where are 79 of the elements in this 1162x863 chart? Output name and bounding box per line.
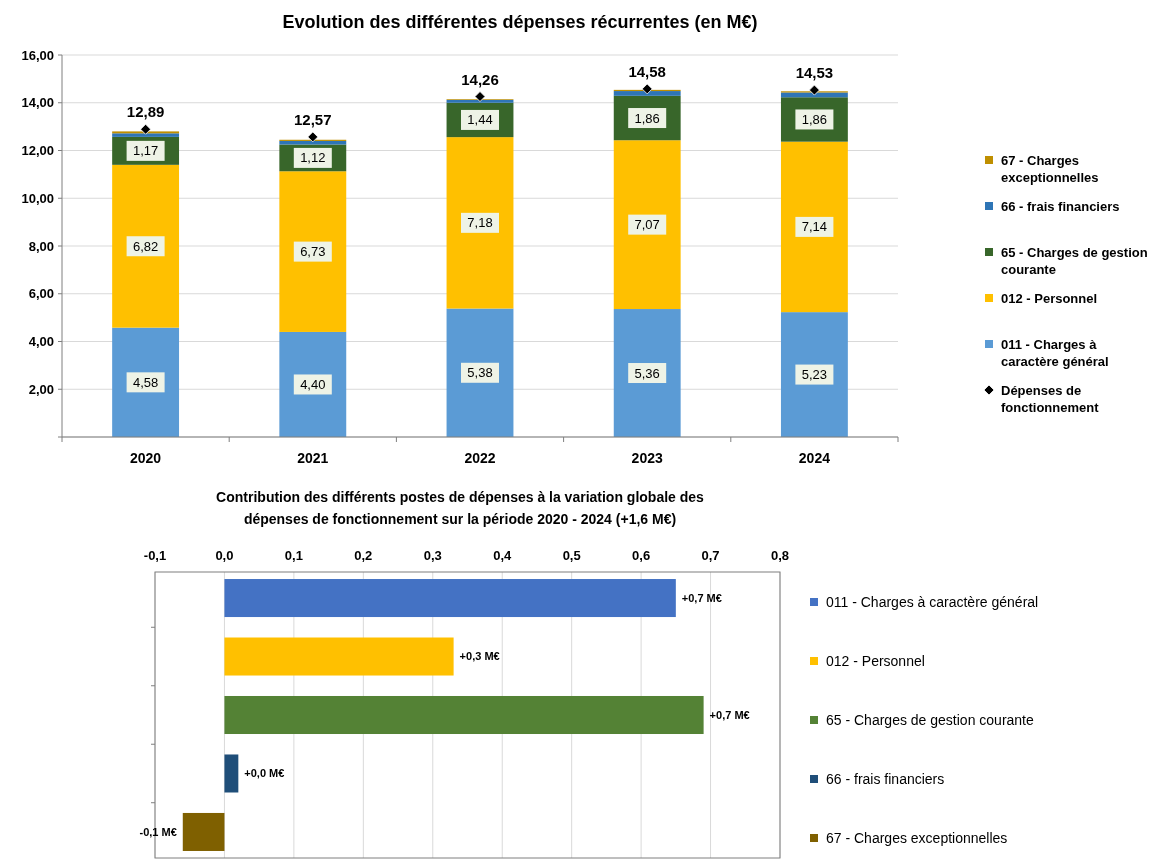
y-tick-label: 8,00 bbox=[28, 238, 54, 254]
point bbox=[307, 131, 319, 143]
x-tick-label: 2022 bbox=[464, 450, 496, 466]
data-label: 5,36 bbox=[634, 365, 660, 381]
y-tick-label: 14,00 bbox=[21, 95, 54, 111]
bar bbox=[780, 141, 848, 313]
data-label: +0,0 M€ bbox=[244, 767, 285, 780]
x-tick-label: 2021 bbox=[297, 450, 329, 466]
data-label: 4,40 bbox=[300, 377, 326, 393]
legend-label: 66 - frais financiers bbox=[1001, 198, 1120, 214]
x-tick-label: 0,5 bbox=[562, 548, 581, 563]
y-tick-label: 2,00 bbox=[28, 381, 54, 397]
legend-label: 012 - Personnel bbox=[1001, 290, 1098, 306]
data-label: 1,12 bbox=[300, 150, 326, 166]
bar bbox=[112, 327, 180, 437]
data-label: 5,23 bbox=[801, 367, 828, 383]
data-label: +0,3 M€ bbox=[459, 650, 500, 663]
data-label: 5,38 bbox=[467, 365, 493, 381]
bar bbox=[279, 140, 347, 145]
bar bbox=[613, 309, 681, 437]
x-tick-label: 2024 bbox=[798, 450, 831, 466]
legend-label: 65 - Charges de gestion courante bbox=[1001, 244, 1148, 277]
data-label: +0,7 M€ bbox=[681, 591, 722, 604]
y-tick-label: 6,00 bbox=[28, 286, 54, 302]
y-tick-label: 4,00 bbox=[28, 334, 54, 350]
bar bbox=[446, 137, 514, 309]
data-label: +0,7 M€ bbox=[709, 708, 750, 721]
data-label: -0,1 M€ bbox=[139, 825, 177, 838]
x-tick-label: -0,1 bbox=[143, 548, 167, 563]
x-tick-label: 0,0 bbox=[215, 548, 234, 563]
x-tick-label: 2023 bbox=[631, 450, 663, 466]
data-label: 1,86 bbox=[801, 112, 828, 128]
data-label: 7,07 bbox=[634, 217, 660, 233]
data-label: 6,73 bbox=[300, 244, 326, 260]
data-label: 1,86 bbox=[634, 110, 660, 126]
bar bbox=[780, 312, 848, 437]
x-tick-label: 2020 bbox=[130, 450, 162, 466]
legend-label: 67 - Charges exceptionnelles bbox=[1001, 152, 1099, 185]
x-tick-label: 0,3 bbox=[423, 548, 442, 563]
bar bbox=[613, 140, 681, 310]
x-tick-label: 0,4 bbox=[493, 548, 513, 563]
legend-label: 66 - frais financiers bbox=[826, 770, 945, 787]
point bbox=[809, 84, 820, 96]
y-tick-label: 16,00 bbox=[21, 47, 54, 63]
x-tick-label: 0,6 bbox=[632, 548, 651, 563]
legend-label: 012 - Personnel bbox=[826, 652, 925, 669]
point bbox=[474, 91, 486, 102]
data-label: 1,44 bbox=[467, 112, 493, 128]
bar bbox=[112, 164, 180, 328]
data-label: 12,89 bbox=[126, 103, 165, 121]
data-label: 1,17 bbox=[132, 143, 159, 159]
data-label: 12,57 bbox=[294, 110, 332, 128]
data-label: 6,82 bbox=[132, 238, 159, 254]
legend-label: 65 - Charges de gestion courante bbox=[826, 711, 1035, 728]
legend-label: 67 - Charges exceptionnelles bbox=[826, 829, 1008, 846]
bar bbox=[279, 171, 347, 332]
legend-label: Dépenses de fonctionnement bbox=[1001, 382, 1100, 415]
data-label: 14,26 bbox=[461, 70, 499, 88]
point bbox=[641, 83, 653, 95]
bar bbox=[780, 92, 848, 98]
legend-label: 011 - Charges à caractère général bbox=[1001, 336, 1109, 369]
data-label: 14,58 bbox=[628, 62, 666, 80]
chart-title: Contribution des différents postes de dépenses à la variation globale des dépenses de fonctionnement sur la période 2020 - 2024 (+1,6 M€) bbox=[216, 489, 705, 527]
x-tick-label: 0,1 bbox=[284, 548, 303, 563]
legend-label: 011 - Charges à caractère général bbox=[826, 593, 1039, 610]
bar bbox=[613, 91, 681, 96]
y-tick-label: 12,00 bbox=[21, 143, 54, 159]
y-tick-label: 10,00 bbox=[21, 190, 54, 206]
data-label: 14,53 bbox=[795, 64, 834, 82]
x-tick-label: 0,2 bbox=[354, 548, 373, 563]
bar bbox=[279, 331, 347, 437]
data-label: 7,14 bbox=[801, 219, 828, 235]
chart-title: Evolution des différentes dépenses récurrentes (en M€) bbox=[282, 12, 758, 32]
bar bbox=[446, 308, 514, 437]
data-label: 7,18 bbox=[467, 215, 493, 231]
x-tick-label: 0,8 bbox=[770, 548, 790, 563]
data-label: 4,58 bbox=[132, 374, 159, 390]
point bbox=[140, 123, 151, 135]
x-tick-label: 0,7 bbox=[701, 548, 720, 563]
